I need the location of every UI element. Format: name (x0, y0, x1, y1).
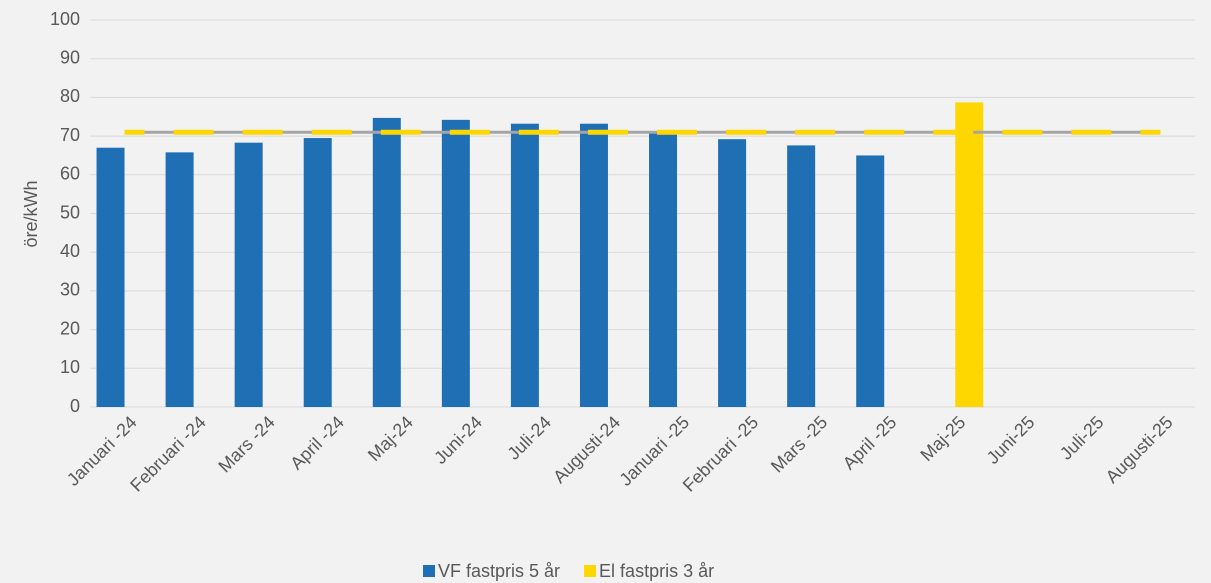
y-tick-label: 90 (60, 47, 80, 67)
y-tick-label: 10 (60, 357, 80, 377)
y-tick-label: 40 (60, 241, 80, 261)
bar (787, 145, 816, 407)
bar (441, 119, 470, 407)
y-tick-label: 0 (70, 396, 80, 416)
y-tick-label: 100 (50, 9, 80, 29)
y-tick-label: 60 (60, 164, 80, 184)
y-tick-label: 20 (60, 318, 80, 338)
bar (510, 123, 539, 407)
bar (649, 131, 678, 407)
y-tick-label: 50 (60, 202, 80, 222)
bar (372, 117, 401, 407)
y-tick-label: 70 (60, 125, 80, 145)
bar (96, 147, 125, 407)
bar (955, 102, 984, 407)
legend-swatch (584, 565, 597, 577)
legend-label: El fastpris 3 år (599, 561, 714, 581)
y-tick-label: 30 (60, 280, 80, 300)
bar (165, 152, 194, 407)
bar (234, 142, 263, 407)
bar (303, 138, 332, 407)
y-tick-label: 80 (60, 86, 80, 106)
bar (718, 139, 747, 408)
legend-swatch (423, 565, 435, 577)
bar (856, 155, 885, 407)
bar (579, 123, 608, 407)
y-axis-label: öre/kWh (21, 180, 41, 247)
legend-label: VF fastpris 5 år (438, 561, 560, 581)
